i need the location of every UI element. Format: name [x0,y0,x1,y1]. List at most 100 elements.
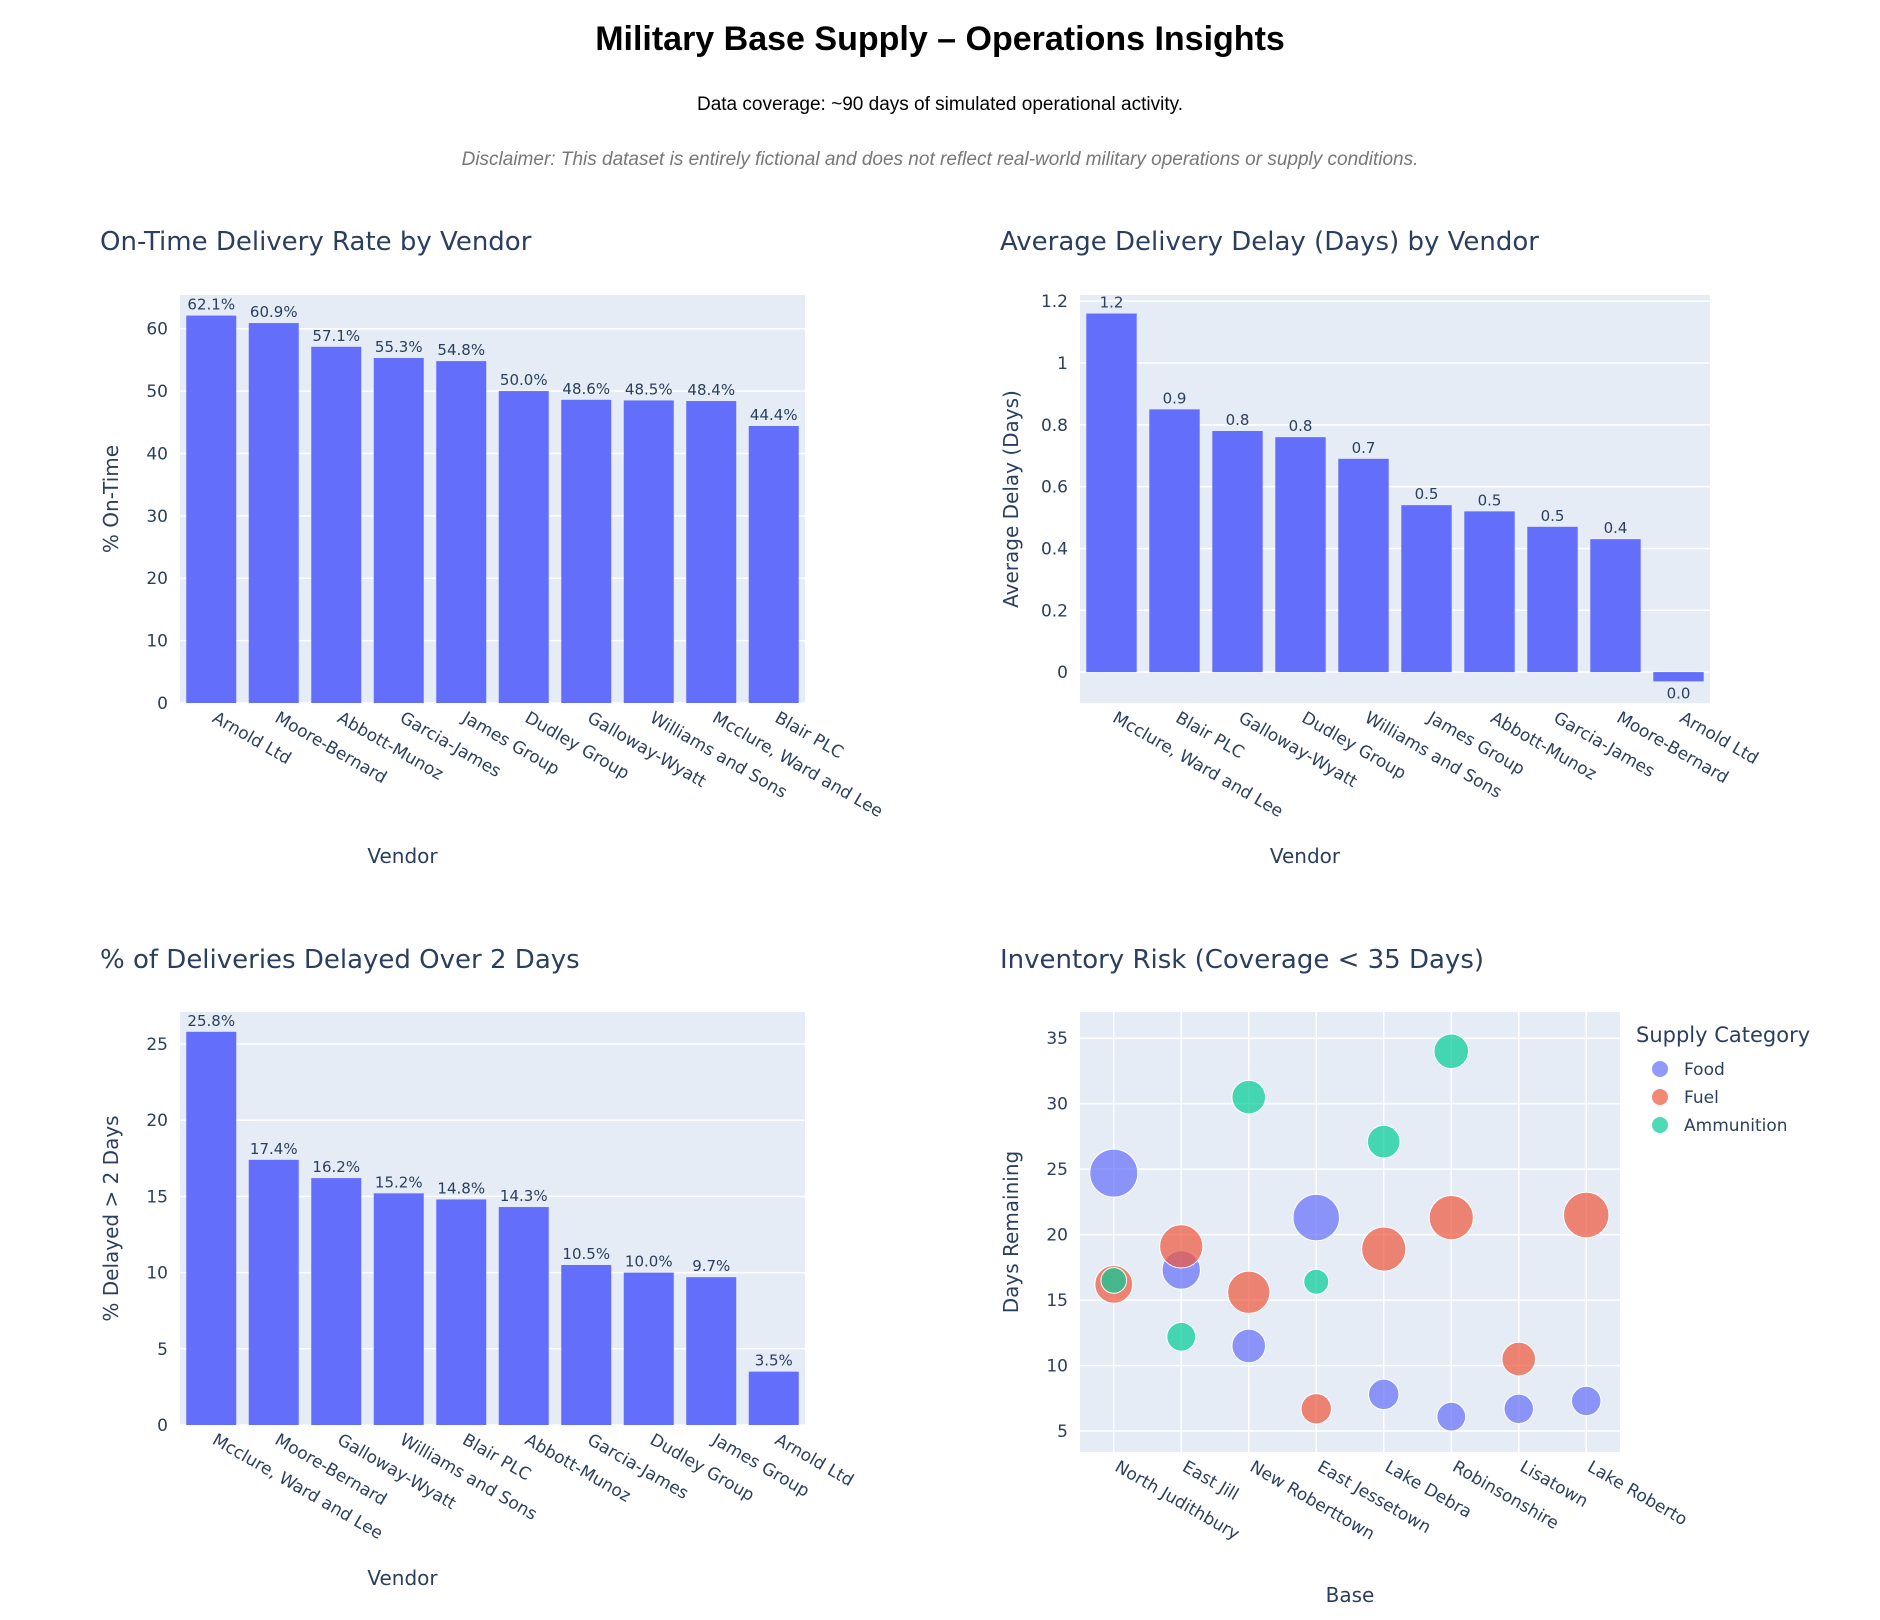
bar-garcia-james[interactable] [373,358,424,703]
point-ammunition-robinsonshire[interactable] [1433,1033,1470,1070]
bar-dudley-group[interactable] [1275,437,1326,673]
data-label: 16.2% [312,1158,360,1176]
bar-mcclure-ward-and-lee[interactable] [186,1031,237,1425]
point-food-lake-roberto[interactable] [1571,1385,1602,1417]
bar-dudley-group[interactable] [623,1272,674,1425]
legend-item-ammunition[interactable]: Ammunition [1684,1116,1788,1136]
bar-abbott-munoz[interactable] [498,1207,549,1425]
bar-arnold-ltd[interactable] [1653,672,1704,682]
bar-moore-bernard[interactable] [248,323,299,703]
point-fuel-lisatown[interactable] [1501,1341,1537,1377]
data-label: 0.5 [1478,491,1502,509]
bar-james-group[interactable] [686,1277,737,1425]
bar-dudley-group[interactable] [498,391,549,703]
bar-abbott-munoz[interactable] [1464,511,1515,673]
y-tick-label: 15 [146,1187,168,1207]
bar-williams-and-sons[interactable] [1338,458,1389,673]
data-label: 25.8% [187,1012,235,1030]
bar-james-group[interactable] [436,361,487,703]
point-food-new-roberttown[interactable] [1231,1328,1267,1364]
y-tick-label: 20 [146,1111,168,1131]
on-time-rate-chart: On-Time Delivery Rate by Vendor 0 10 20 30 40… [99,227,886,868]
legend-item-food[interactable]: Food [1684,1060,1725,1080]
y-axis-label: % On-Time [99,445,123,553]
legend-marker-fuel[interactable] [1652,1089,1668,1105]
point-food-lake-debra[interactable] [1368,1378,1400,1411]
data-label: 44.4% [750,406,798,424]
x-tick-label-abbott-munoz: Abbott-Munoz [521,1430,634,1507]
point-ammunition-north-judithbury[interactable] [1100,1267,1128,1294]
data-label: 48.4% [687,381,735,399]
x-axis-label: Vendor [367,844,438,868]
data-label: 15.2% [375,1173,423,1191]
point-fuel-east-jill[interactable] [1159,1224,1204,1269]
data-label: 0.4 [1604,519,1628,537]
y-tick-label: 50 [146,382,168,402]
y-tick-label: 20 [1046,1226,1068,1246]
bar-abbott-munoz[interactable] [311,346,362,703]
data-label: 60.9% [250,303,298,321]
legend-marker-ammunition[interactable] [1652,1117,1668,1133]
data-label: 0.0 [1667,684,1691,702]
point-food-robinsonshire[interactable] [1436,1401,1467,1432]
bar-james-group[interactable] [1401,505,1452,673]
bar-moore-bernard[interactable] [248,1159,299,1425]
bar-moore-bernard[interactable] [1590,539,1641,673]
bar-mcclure-ward-and-lee[interactable] [686,401,737,703]
point-fuel-robinsonshire[interactable] [1428,1195,1474,1241]
data-label: 62.1% [187,296,235,314]
point-ammunition-lake-debra[interactable] [1366,1124,1401,1159]
bar-blair-plc[interactable] [436,1199,487,1425]
y-tick-label: 0 [157,694,168,714]
bar-galloway-wyatt[interactable] [1212,431,1263,673]
y-tick-label: 40 [146,444,168,464]
dashboard-title: Military Base Supply – Operations Insigh… [595,20,1285,58]
bar-garcia-james[interactable] [1527,526,1578,673]
y-axis-label: % Delayed > 2 Days [99,1115,123,1321]
data-label: 1.2 [1100,294,1124,312]
point-fuel-lake-roberto[interactable] [1563,1191,1610,1239]
disclaimer-note: Disclaimer: This dataset is entirely fic… [462,149,1419,170]
y-axis-label: Average Delay (Days) [999,390,1023,608]
point-ammunition-east-jessetown[interactable] [1303,1268,1330,1295]
bar-blair-plc[interactable] [1149,409,1200,673]
legend-title: Supply Category [1636,1023,1810,1047]
data-label: 0.7 [1352,439,1376,457]
data-label: 14.3% [500,1187,548,1205]
point-fuel-new-roberttown[interactable] [1227,1270,1271,1314]
data-label: 10.5% [562,1245,610,1263]
y-tick-label: 0.2 [1041,601,1068,621]
data-label: 55.3% [375,338,423,356]
point-food-lisatown[interactable] [1503,1393,1534,1425]
y-tick-label: 25 [146,1035,168,1055]
point-ammunition-new-roberttown[interactable] [1231,1079,1267,1115]
chart-title: % of Deliveries Delayed Over 2 Days [100,945,580,975]
point-ammunition-east-jill[interactable] [1166,1321,1197,1352]
y-tick-label: 10 [146,1264,168,1284]
bar-galloway-wyatt[interactable] [311,1178,362,1425]
point-fuel-lake-debra[interactable] [1361,1226,1407,1272]
data-label: 17.4% [250,1140,298,1158]
data-label: 14.8% [437,1179,485,1197]
bar-mcclure-ward-and-lee[interactable] [1086,313,1137,673]
point-food-east-jessetown[interactable] [1292,1193,1340,1242]
y-tick-label: 0 [1057,663,1068,683]
y-tick-label: 20 [146,569,168,589]
data-label: 0.9 [1163,389,1187,407]
data-label: 54.8% [437,341,485,359]
legend-item-fuel[interactable]: Fuel [1684,1088,1719,1108]
legend: Supply Category Food Fuel Ammunition [1636,1023,1810,1136]
bar-arnold-ltd[interactable] [748,1371,799,1425]
point-food-north-judithbury[interactable] [1089,1148,1139,1198]
bar-blair-plc[interactable] [748,426,799,703]
data-label: 9.7% [692,1257,730,1275]
point-fuel-east-jessetown[interactable] [1300,1393,1332,1425]
bar-arnold-ltd[interactable] [186,315,237,703]
bar-garcia-james[interactable] [561,1264,612,1425]
bar-williams-and-sons[interactable] [623,400,674,703]
bar-williams-and-sons[interactable] [373,1193,424,1425]
bar-galloway-wyatt[interactable] [561,399,612,703]
legend-marker-food[interactable] [1652,1061,1668,1077]
chart-title: Inventory Risk (Coverage < 35 Days) [1000,945,1484,975]
